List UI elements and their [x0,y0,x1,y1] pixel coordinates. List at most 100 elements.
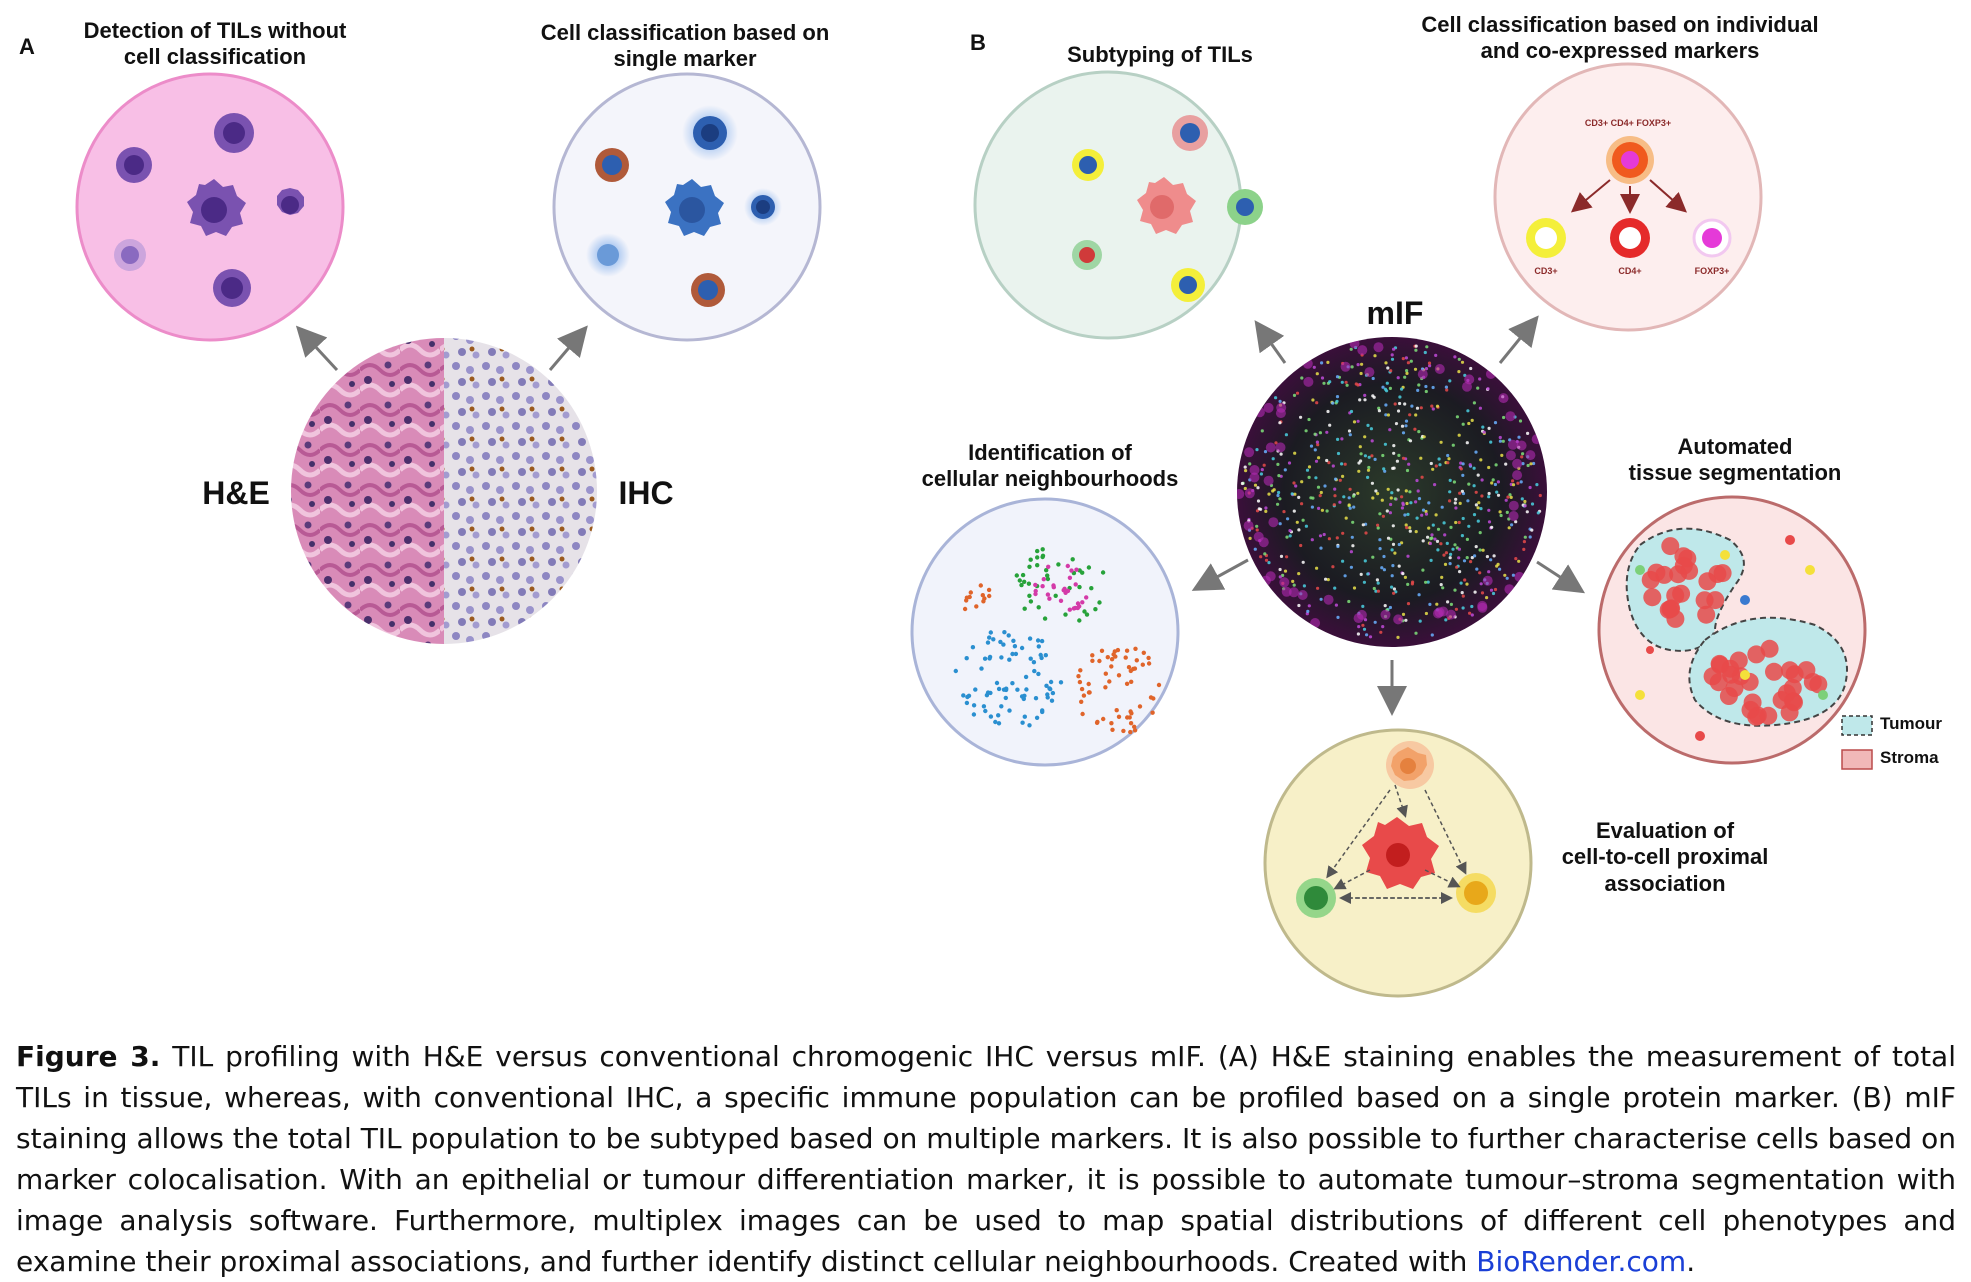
decor-dot [1277,490,1281,495]
decor-dot [1729,651,1748,670]
decor-dot [1431,523,1435,527]
decor-dot [1045,576,1051,582]
arrow-to-ihc [548,325,588,371]
decor-dot [1411,580,1415,584]
decor-dot [1301,560,1305,564]
decor-dot [1487,491,1491,496]
decor-dot [1244,447,1255,458]
decor-dot [1370,454,1374,458]
decor-dot [1444,618,1448,622]
decor-dot [1531,434,1542,445]
decor-dot [1505,450,1516,461]
decor-dot [1401,572,1405,576]
decor-dot [1431,407,1435,411]
decor-dot [1378,547,1382,551]
decor-dot [1255,524,1259,528]
decor-dot [1341,474,1345,478]
decor-dot [1003,687,1009,693]
decor-dot [1109,664,1114,669]
decor-dot [1310,505,1314,509]
decor-dot [1313,432,1317,436]
decor-dot [1505,576,1509,580]
decor-dot [1386,366,1390,370]
decor-dot [1740,595,1750,605]
decor-dot [980,593,985,598]
decor-dot [1080,711,1085,717]
decor-dot [1303,376,1314,387]
decor-dot [1028,557,1033,562]
decor-dot [1336,544,1340,549]
decor-dot [1288,534,1292,538]
decor-dot [1448,379,1452,383]
decor-dot [1082,609,1087,614]
he-detection-circle [75,72,345,342]
decor-dot [1381,453,1385,458]
decor-dot [1306,609,1310,614]
decor-dot [1081,693,1087,698]
label-segmentation: Automated tissue segmentation [1628,434,1842,486]
decor-dot [1134,658,1140,663]
decor-dot [1383,442,1387,446]
decor-dot [1403,375,1407,379]
decor-dot [1020,720,1025,725]
decor-dot [1417,369,1428,380]
decor-dot [1414,500,1418,504]
decor-dot [1514,571,1525,582]
decor-dot [1249,472,1260,483]
decor-dot [1420,475,1424,479]
decor-dot [1109,657,1115,662]
decor-dot [1277,474,1281,478]
decor-dot [1345,383,1349,387]
decor-dot [1300,480,1304,484]
decor-dot [1472,513,1477,517]
biorender-link[interactable]: BioRender.com [1476,1245,1687,1278]
decor-dot [1535,483,1539,487]
decor-dot [1361,523,1365,527]
decor-dot [1388,511,1392,515]
decor-dot [1507,439,1518,450]
decor-dot [1433,483,1437,487]
decor-dot [999,655,1004,660]
decor-dot [1292,481,1296,485]
marker-cd3-label: CD3+ [1534,266,1557,276]
decor-dot [1428,541,1432,546]
decor-dot [1438,463,1442,467]
decor-dot [1517,435,1521,439]
decor-dot [1472,466,1476,470]
decor-dot [1496,493,1501,497]
decor-dot [1405,371,1409,375]
decor-dot [1389,369,1393,373]
decor-dot [1447,457,1451,461]
decor-dot [1417,430,1421,434]
decor-dot [1521,452,1525,456]
arrow-to-subtyping [1254,320,1287,364]
decor-dot [1292,393,1297,397]
decor-dot [1089,586,1094,591]
decor-dot [1356,419,1360,423]
proximal-circle [1263,728,1533,998]
decor-dot [1297,603,1301,608]
decor-dot [1099,648,1105,653]
decor-dot [1487,495,1491,499]
decor-dot [1525,510,1529,514]
decor-dot [1349,347,1353,351]
decor-dot [1393,614,1404,625]
label-ihc: IHC [618,475,674,511]
decor-dot [1333,487,1337,491]
decor-dot [1409,359,1413,363]
decor-dot [1288,587,1299,598]
decor-dot [1090,653,1095,658]
decor-dot [1351,520,1355,524]
decor-dot [1476,506,1480,510]
decor-dot [1348,487,1352,491]
decor-dot [1413,367,1418,371]
decor-dot [978,583,983,588]
decor-dot [1470,418,1474,422]
decor-dot [1428,602,1432,607]
decor-dot [1255,448,1259,452]
label-neighbourhoods: Identification of cellular neighbourhoods [921,440,1179,492]
decor-dot [1372,586,1376,591]
decor-dot [1312,365,1316,369]
decor-dot [1430,533,1434,537]
decor-dot [1315,440,1319,444]
